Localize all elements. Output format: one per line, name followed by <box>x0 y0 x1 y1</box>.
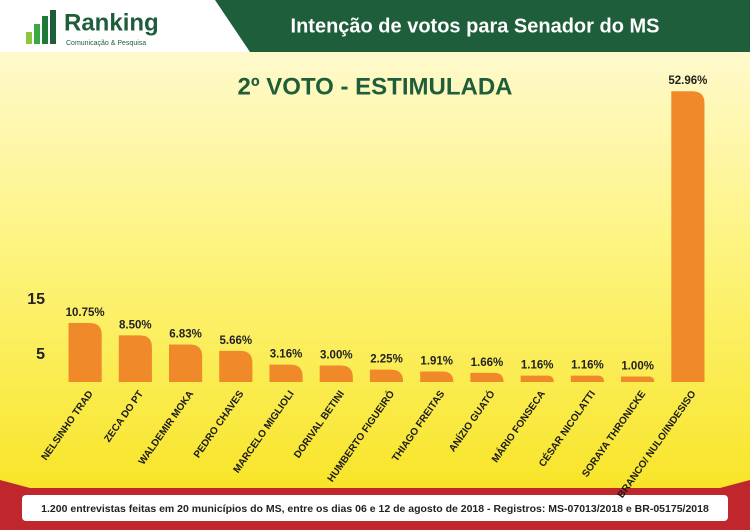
bar <box>169 344 203 382</box>
value-label: 10.75% <box>66 307 105 319</box>
bar <box>570 375 604 382</box>
y-tick-label: 15 <box>27 291 45 308</box>
header-band <box>215 0 750 52</box>
bar <box>470 372 504 382</box>
bar <box>420 371 454 382</box>
bar <box>118 335 152 382</box>
value-label: 8.50% <box>119 319 152 331</box>
value-label: 3.00% <box>320 350 353 362</box>
value-label: 1.16% <box>521 360 554 372</box>
bar <box>68 322 102 382</box>
footer-text: 1.200 entrevistas feitas em 20 município… <box>41 503 709 515</box>
logo-subtitle: Comunicação & Pesquisa <box>66 40 146 47</box>
value-label: 1.66% <box>471 357 504 369</box>
bar <box>319 365 353 382</box>
bar <box>219 350 253 382</box>
value-label: 1.16% <box>571 360 604 372</box>
chart-title: 2º VOTO - ESTIMULADA <box>237 73 512 100</box>
bar <box>269 364 303 382</box>
bar <box>671 91 705 383</box>
value-label: 3.16% <box>270 349 303 361</box>
bar <box>369 369 404 382</box>
value-label: 2.25% <box>370 354 403 366</box>
value-label: 5.66% <box>220 335 253 347</box>
header-title: Intenção de votos para Senador do MS <box>291 15 660 37</box>
bar <box>621 376 655 382</box>
logo-icon <box>26 10 56 44</box>
bar <box>520 375 554 382</box>
logo: Ranking <box>64 9 159 36</box>
value-label: 6.83% <box>169 329 202 341</box>
value-label: 1.00% <box>621 361 654 373</box>
footer-box <box>22 495 728 521</box>
y-tick-label: 5 <box>36 346 45 363</box>
value-label: 1.91% <box>420 356 453 368</box>
value-label: 52.96% <box>668 75 707 87</box>
